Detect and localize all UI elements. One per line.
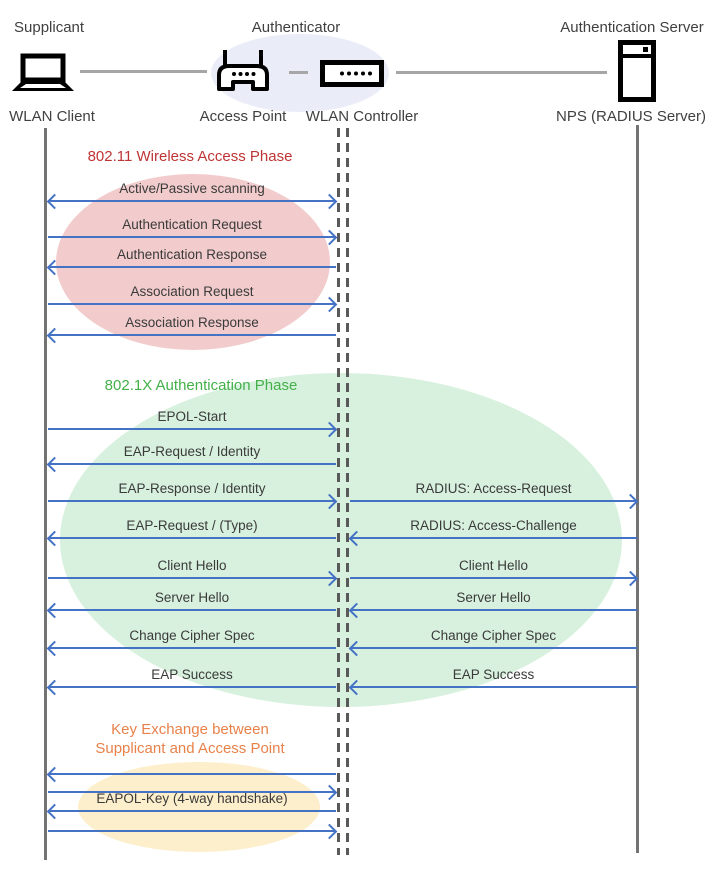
message-label: EAPOL-Key (4-way handshake) [96, 791, 288, 806]
phase1-ellipse [56, 174, 330, 350]
message-label: Server Hello [456, 590, 531, 605]
message-label: EAP-Request / (Type) [126, 518, 258, 533]
connector-client-ap [80, 70, 207, 73]
message-label: EPOL-Start [157, 409, 227, 424]
wlan-controller-icon [320, 60, 384, 87]
device-wlan-controller: WLAN Controller [305, 108, 419, 125]
message-label: Active/Passive scanning [119, 181, 265, 196]
lifeline-authentication-server [636, 125, 639, 853]
device-access-point: Access Point [199, 108, 287, 125]
message-label: Server Hello [154, 590, 230, 605]
lifeline-authenticator-left [337, 128, 340, 855]
connector-ap-controller [289, 71, 308, 74]
arrowhead-left-icon [46, 766, 63, 782]
phase1-title: 802.11 Wireless Access Phase [87, 148, 293, 165]
role-authentication-server: Authentication Server [560, 19, 704, 36]
server-icon [618, 40, 656, 102]
role-authenticator: Authenticator [251, 19, 341, 36]
lifeline-supplicant [44, 128, 47, 860]
role-supplicant: Supplicant [14, 19, 85, 36]
phase3-title: Key Exchange between Supplicant and Acce… [95, 721, 285, 757]
access-point-icon [217, 50, 269, 91]
phase2-title: 802.1X Authentication Phase [104, 377, 298, 394]
phase3-ellipse [78, 762, 320, 852]
message-label: Association Request [130, 284, 254, 299]
message-label: Change Cipher Spec [129, 628, 255, 643]
message-label: Client Hello [458, 558, 529, 573]
message-label: EAP-Request / Identity [123, 444, 261, 459]
device-nps-radius-server: NPS (RADIUS Server) [555, 108, 707, 125]
laptop-icon [12, 53, 74, 91]
message-label: Authentication Response [116, 247, 268, 262]
device-wlan-client: WLAN Client [9, 108, 95, 125]
message-label: EAP Success [452, 667, 535, 682]
lifeline-authenticator-right [346, 128, 349, 855]
message-label: RADIUS: Access-Challenge [410, 518, 577, 533]
arrowhead-right-icon [321, 823, 338, 839]
connector-controller-server [396, 71, 607, 74]
message-label: Authentication Request [122, 217, 262, 232]
message-label: Change Cipher Spec [430, 628, 557, 643]
message-label: Association Response [125, 315, 259, 330]
message-label: Client Hello [157, 558, 227, 573]
message-label: RADIUS: Access-Request [415, 481, 572, 496]
message-label: EAP Success [151, 667, 233, 682]
message-label: EAP-Response / Identity [118, 481, 266, 496]
